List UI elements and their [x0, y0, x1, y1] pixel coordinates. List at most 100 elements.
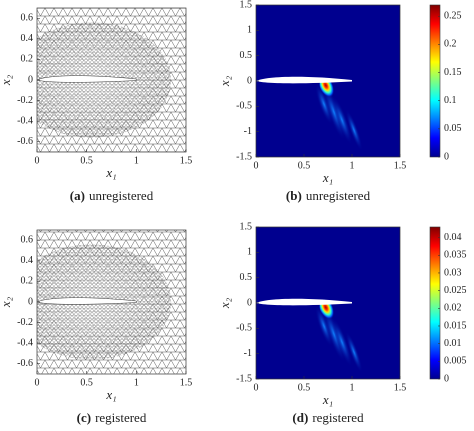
- colorbar-tick-label: 0: [444, 151, 449, 162]
- y-tick-label: 1: [247, 247, 252, 258]
- y-tick-label: -1.5: [236, 373, 252, 384]
- plot-area: [37, 8, 186, 152]
- colorbar-tick-label: 0.035: [444, 250, 467, 261]
- y-tick-label: -1: [244, 348, 252, 359]
- x-tick-label: 0: [254, 160, 259, 171]
- y-tick-label: 0.6: [21, 235, 34, 246]
- plot-area: [256, 227, 400, 379]
- y-tick-label: -1.5: [236, 151, 252, 162]
- caption: (c) registered: [77, 410, 147, 425]
- colorbar-tick-label: 0.1: [444, 95, 457, 106]
- caption-tag: (c): [77, 410, 91, 425]
- colorbar-tick-label: 0.25: [444, 11, 462, 22]
- x-tick-label: 0.5: [80, 155, 93, 166]
- airfoil: [256, 76, 352, 84]
- y-tick-label: 0: [28, 296, 33, 307]
- colorbar-tick-label: 0.03: [444, 267, 462, 278]
- wave-streak: [331, 95, 353, 145]
- y-axis-label: x₂: [0, 296, 13, 308]
- y-tick-label: 0: [247, 75, 252, 86]
- x-tick-label: 1.5: [180, 155, 193, 166]
- x-tick-label: 1: [134, 377, 139, 388]
- caption-text: unregistered: [306, 188, 371, 203]
- wave-streak: [315, 83, 333, 125]
- colorbar-tick-label: 0.04: [444, 232, 462, 243]
- caption-tag: (b): [286, 188, 302, 203]
- colorbar-tick-label: 0.01: [444, 338, 462, 349]
- colorbar-tick-label: 0.05: [444, 123, 462, 134]
- y-tick-label: 0.4: [21, 33, 34, 44]
- y-tick-label: 1.5: [240, 0, 253, 10]
- x-axis-label: x₁: [105, 387, 116, 402]
- colorbar-tick-label: 0: [444, 373, 449, 384]
- shock-spot: [319, 77, 337, 103]
- y-tick-label: -0.6: [17, 136, 33, 147]
- caption-text: unregistered: [89, 188, 154, 203]
- colorbar-tick-label: 0.005: [444, 356, 467, 367]
- colorbar-tick-label: 0.2: [444, 39, 457, 50]
- y-axis-label: x₂: [217, 297, 232, 309]
- plot-area: [256, 5, 400, 157]
- y-tick-label: 0.2: [21, 276, 34, 287]
- x-tick-label: 1: [350, 382, 355, 393]
- caption: (b) unregistered: [286, 188, 371, 203]
- plot-area: [37, 230, 186, 374]
- shock-spot: [319, 299, 337, 325]
- x-axis-label: x₁: [322, 170, 333, 185]
- y-tick-label: 0.5: [240, 272, 253, 283]
- wave-streak: [331, 317, 353, 367]
- y-tick-label: 0.5: [240, 50, 253, 61]
- colorbar-tick-label: 0.015: [444, 320, 467, 331]
- y-tick-label: 0.4: [21, 255, 34, 266]
- caption: (a) unregistered: [70, 188, 154, 203]
- y-tick-label: 1: [247, 25, 252, 36]
- panel: 0 0.05 0.1 0.15 0.2 0.25 0 0.5 1 1.5 1.5 1 0.5 0 -0.5 -…: [217, 0, 462, 203]
- x-tick-label: 1.5: [394, 160, 407, 171]
- panel: 0 0.5 1 1.5 0.6 0.4 0.2 0 -0.2 -0.4 -0.6 x₁ x₂ (c) reg…: [0, 229, 193, 425]
- y-axis-label: x₂: [0, 74, 13, 86]
- x-tick-label: 1: [350, 160, 355, 171]
- y-axis-label: x₂: [217, 75, 232, 87]
- x-tick-label: 0: [35, 377, 40, 388]
- y-tick-label: 0: [28, 74, 33, 85]
- y-tick-label: -0.2: [17, 317, 33, 328]
- y-tick-label: -1: [244, 126, 252, 137]
- colorbar-tick-label: 0.15: [444, 67, 462, 78]
- y-tick-label: -0.4: [17, 337, 33, 348]
- x-tick-label: 0: [254, 382, 259, 393]
- wave-streak: [315, 305, 333, 347]
- caption-tag: (a): [70, 188, 85, 203]
- x-tick-label: 0.5: [80, 377, 93, 388]
- x-tick-label: 1: [134, 155, 139, 166]
- x-tick-label: 0.5: [298, 382, 311, 393]
- colorbar: [429, 4, 441, 158]
- panel: 0 0.5 1 1.5 0.6 0.4 0.2 0 -0.2 -0.4 -0.6 x₁ x₂ (a) unr…: [0, 7, 193, 203]
- x-tick-label: 1.5: [180, 377, 193, 388]
- colorbar-tick-label: 0.025: [444, 285, 467, 296]
- x-tick-label: 1.5: [394, 382, 407, 393]
- y-tick-label: -0.6: [17, 358, 33, 369]
- airfoil: [256, 298, 352, 306]
- colorbar: [429, 226, 441, 380]
- x-tick-label: 0.5: [298, 160, 311, 171]
- y-tick-label: 0.2: [21, 54, 34, 65]
- airfoil: [37, 75, 137, 83]
- y-tick-label: -0.5: [236, 323, 252, 334]
- caption-tag: (d): [292, 410, 308, 425]
- x-axis-label: x₁: [105, 165, 116, 180]
- x-tick-label: 0: [35, 155, 40, 166]
- caption: (d) registered: [292, 410, 364, 425]
- wave-streak: [345, 109, 363, 151]
- panel: 0 0.005 0.01 0.015 0.02 0.025 0.03 0.035 0.04 0 0.…: [217, 221, 467, 425]
- wave-streak: [345, 331, 363, 373]
- caption-text: registered: [312, 410, 364, 425]
- x-axis-label: x₁: [322, 392, 333, 407]
- airfoil: [37, 297, 137, 305]
- y-tick-label: -0.2: [17, 95, 33, 106]
- y-tick-label: -0.5: [236, 101, 252, 112]
- y-tick-label: 0.6: [21, 13, 34, 24]
- caption-text: registered: [95, 410, 147, 425]
- y-tick-label: 0: [247, 297, 252, 308]
- y-tick-label: -0.4: [17, 115, 33, 126]
